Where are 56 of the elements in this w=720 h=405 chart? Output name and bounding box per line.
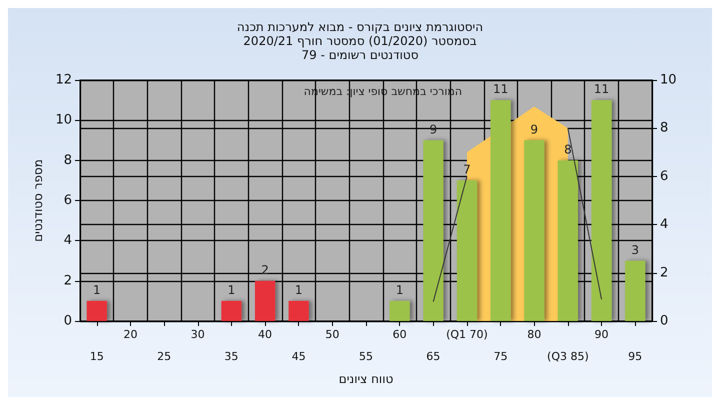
bar <box>490 100 511 321</box>
y2-tick-label: 8 <box>660 120 668 136</box>
y-tick-label: 12 <box>55 72 72 88</box>
bar <box>288 300 309 321</box>
x-tick-label: 40 <box>258 328 272 341</box>
y-tick-label: 4 <box>64 233 72 248</box>
bar <box>423 140 444 321</box>
x-tick-label: 60 <box>392 328 407 341</box>
y-tick-label: 10 <box>55 112 72 128</box>
x-tick-label: 65 <box>426 350 440 363</box>
y-tick-label: 2 <box>64 273 72 288</box>
data-label: 1 <box>228 282 236 297</box>
x-tick-label: 20 <box>123 328 138 341</box>
chart-subtitle: בסמסטר (01/2020) סמסטר חורף 2020/21 סטודנטים רשומים - 79 <box>243 34 477 62</box>
bar <box>221 300 242 321</box>
x-tick-label: 15 <box>90 350 104 363</box>
data-label: 1 <box>396 282 404 297</box>
bar <box>390 300 410 321</box>
bar <box>625 260 646 321</box>
x-tick-label: 30 <box>190 328 205 341</box>
x-tick-label: (Q1 70) <box>446 328 488 341</box>
bar <box>524 140 544 321</box>
y2-tick-label: 2 <box>660 265 668 280</box>
x-tick-label: 75 <box>494 350 508 363</box>
bar <box>86 300 107 321</box>
x-tick-label: 35 <box>224 350 238 363</box>
x-tick-label: (Q3 85) <box>547 350 589 363</box>
chart-title: היסטוגרמת ציונים בקורס - מבוא למערכות תכנה <box>236 20 484 34</box>
x-tick-label: 45 <box>292 350 306 363</box>
y-tick-label: 0 <box>64 314 72 328</box>
data-label: 7 <box>463 162 471 176</box>
y2-tick-label: 6 <box>660 168 668 184</box>
x-tick-label: 95 <box>628 350 642 363</box>
data-label: 1 <box>93 282 101 297</box>
x-axis-title: טווח ציונים <box>338 372 394 386</box>
data-label: 8 <box>564 142 572 156</box>
x-tick-label: 90 <box>594 328 609 341</box>
x-tick-label: 50 <box>325 328 340 341</box>
y2-tick-label: 10 <box>660 72 677 88</box>
bar <box>591 100 612 321</box>
x-tick-label: 80 <box>527 328 542 341</box>
y2-tick-label: 4 <box>660 217 668 232</box>
data-label: 3 <box>631 242 639 257</box>
data-label: 1 <box>294 282 303 297</box>
bar <box>254 280 276 321</box>
y-tick-label: 6 <box>64 193 72 208</box>
data-label: 11 <box>594 82 610 96</box>
bar <box>558 160 578 321</box>
x-tick-label: 25 <box>157 350 172 363</box>
data-label: 9 <box>530 122 538 136</box>
bar <box>456 180 478 321</box>
y-axis-title: מספר סטודנטים <box>31 159 45 242</box>
y2-tick-label: 0 <box>660 314 668 328</box>
y-tick-label: 8 <box>64 152 72 168</box>
data-label: 11 <box>492 82 508 96</box>
x-tick-label: 55 <box>359 350 373 363</box>
